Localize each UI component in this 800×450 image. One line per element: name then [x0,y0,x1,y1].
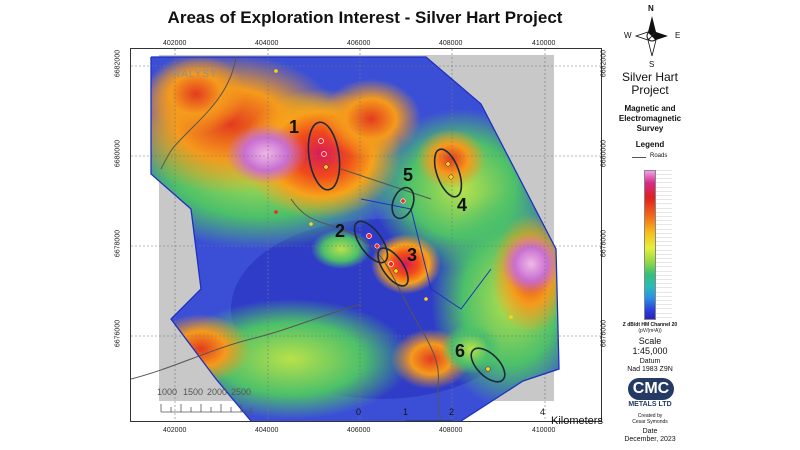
area-label-1: 1 [289,117,300,137]
cmc-logo: CMC [628,378,674,400]
roads-swatch [632,157,646,158]
y-tick-left-6680000: 6680000 [114,139,122,168]
created-by-label: Created by [637,413,663,419]
km-label-2: 2 [449,407,455,417]
map-frame: NALYST 1 2 3 4 5 6 1000 1500 2000 2500 0… [130,48,603,427]
claim-boundary [360,198,492,310]
datum-label: Datum [639,358,661,365]
author-name: Cesar Symonds [632,419,668,425]
legend-panel: N S W E Silver Hart Project Magnetic and… [600,0,800,450]
x-tick-bottom-406000: 406000 [347,427,371,434]
area-label-3: 3 [407,245,418,265]
date-label: Date [642,428,658,435]
survey-line1: Magnetic and [624,104,676,113]
sample-points [274,69,513,372]
project-name-line1: Silver Hart [621,70,678,84]
target-ellipses [307,121,506,383]
y-tick-left-6676000: 6676000 [114,319,122,348]
area-label-2: 2 [335,221,346,241]
km-label-1: 1 [403,407,409,417]
x-tick-top-406000: 406000 [347,40,371,47]
compass-s: S [649,60,655,69]
compass-rose-icon [634,16,668,57]
colorbar-title: Z dB/dt HM Channel 20 [622,322,678,328]
survey-boundary-west [150,57,252,422]
compass-e: E [675,31,681,40]
x-tick-top-410000: 410000 [532,40,556,47]
legend-title: Legend [635,140,665,149]
colorbar [644,170,656,320]
project-name-line2: Project [631,83,669,97]
date-value: December, 2023 [624,436,676,443]
area-label-4: 4 [457,195,468,215]
x-tick-bottom-404000: 404000 [255,427,279,434]
survey-boundary [151,56,560,422]
x-tick-top-402000: 402000 [163,40,187,47]
colorbar-unit: (pV/(m²A)) [638,328,662,334]
area-label-5: 5 [403,165,414,185]
cmc-logo-sub: METALS LTD [628,401,672,408]
km-unit-label: Kilometers [551,415,603,427]
x-tick-top-404000: 404000 [255,40,279,47]
inset-scale-label-2000: 2000 [207,387,228,397]
compass-w: W [624,31,632,40]
scale-label: Scale [638,336,662,346]
km-label-4: 4 [540,407,546,417]
watermark: NALYST [173,69,218,80]
colorbar-ticks [656,170,672,318]
x-tick-bottom-402000: 402000 [163,427,187,434]
y-tick-left-6682000: 6682000 [114,49,122,78]
map-title: Areas of Exploration Interest - Silver H… [167,8,563,27]
roads-label: Roads [650,153,668,159]
x-tick-top-408000: 408000 [439,40,463,47]
inset-scale-bar [160,404,253,413]
scale-value: 1:45,000 [632,346,668,356]
inset-scale-label-2500: 2500 [231,387,252,397]
compass-n: N [648,4,654,13]
survey-map [130,49,601,426]
area-label-6: 6 [455,341,466,361]
survey-line2: Electromagnetic [618,114,682,123]
y-tick-left-6678000: 6678000 [114,229,122,258]
x-tick-bottom-408000: 408000 [439,427,463,434]
survey-line3: Survey [636,124,664,133]
inset-scale-label-1500: 1500 [183,387,204,397]
roads [130,56,442,422]
inset-scale-label-1000: 1000 [157,387,178,397]
km-label-0: 0 [356,407,362,417]
datum-value: Nad 1983 Z9N [627,366,673,373]
map-grid [131,49,601,421]
x-tick-bottom-410000: 410000 [532,427,556,434]
